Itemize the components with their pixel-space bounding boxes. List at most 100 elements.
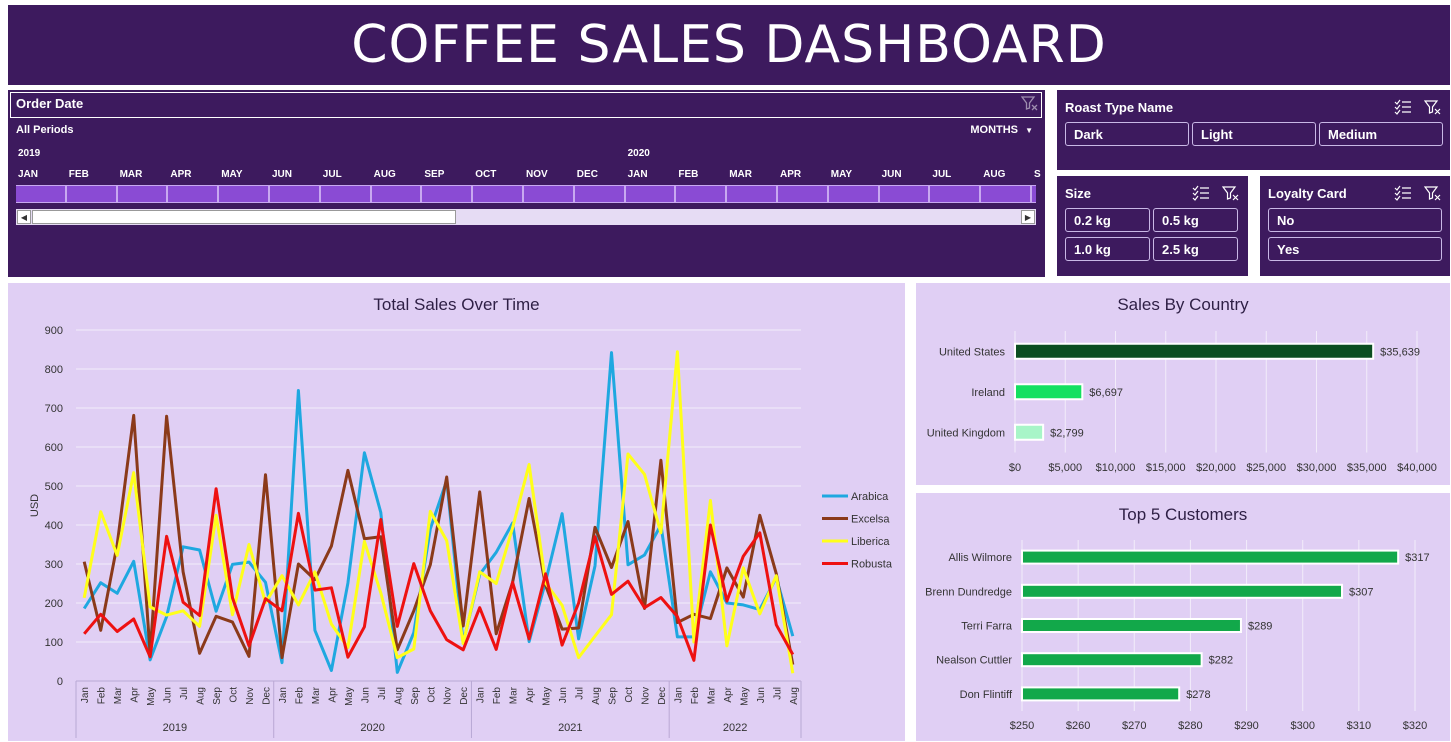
- data-label: $35,639: [1380, 346, 1420, 358]
- x-tick-label: Oct: [624, 687, 635, 703]
- x-tick-label: Dec: [657, 687, 668, 705]
- x-tick-label: $290: [1234, 720, 1258, 732]
- bar: [1014, 383, 1084, 401]
- scroll-left-icon[interactable]: ◀: [17, 210, 31, 224]
- x-tick-label: Aug: [789, 687, 800, 705]
- x-tick-label: Aug: [591, 687, 602, 705]
- size-slicer[interactable]: Size 0.2 kg 0.5 kg 1.0 kg 2.5 kg: [1057, 176, 1248, 276]
- size-item-2-5kg[interactable]: 2.5 kg: [1153, 237, 1238, 261]
- clear-filter-icon[interactable]: [1424, 185, 1442, 201]
- loyalty-item-no[interactable]: No: [1268, 208, 1442, 232]
- x-tick-label: Apr: [525, 686, 536, 702]
- timeline-cells[interactable]: [16, 185, 1036, 203]
- data-label: $278: [1186, 689, 1210, 701]
- timeline-month-cell[interactable]: [676, 185, 728, 203]
- x-tick-label: Jul: [377, 687, 388, 700]
- clear-filter-icon[interactable]: [1424, 99, 1442, 115]
- x-tick-label: $270: [1122, 720, 1146, 732]
- sales-over-time-panel: Total Sales Over Time 0 100 200 300 400 500 60…: [8, 283, 905, 741]
- scroll-right-icon[interactable]: ▶: [1021, 210, 1035, 224]
- y-tick-label: 700: [45, 403, 63, 415]
- timeline-month-cell[interactable]: [930, 185, 982, 203]
- timeline-month-cell[interactable]: [16, 185, 67, 203]
- sales-by-country-panel: Sales By Country $0 $5,000 $10,000 $15,000 $…: [916, 283, 1450, 485]
- timeline-month-cell[interactable]: [1031, 185, 1036, 203]
- timeline-month-cell[interactable]: [879, 185, 931, 203]
- series-line-liberica: [82, 350, 795, 674]
- timeline-month-label: SEP: [424, 169, 445, 180]
- timeline-month-cell[interactable]: [473, 185, 524, 203]
- loyalty-item-yes[interactable]: Yes: [1268, 237, 1442, 261]
- timeline-month-label: APR: [780, 169, 802, 180]
- x-tick-label: Mar: [509, 686, 520, 704]
- timeline-month-label: OCT: [475, 169, 497, 180]
- x-tick-label: May: [739, 687, 750, 706]
- x-tick-label: $260: [1066, 720, 1090, 732]
- bar: [1014, 342, 1375, 360]
- timeline-month-label: S: [1034, 169, 1041, 180]
- data-label: $289: [1248, 621, 1272, 633]
- series-line-excelsa: [82, 413, 795, 665]
- category-label: United Kingdom: [927, 427, 1005, 439]
- timeline-month-cell[interactable]: [625, 185, 677, 203]
- year-label: 2019: [163, 722, 187, 734]
- timeline-month-cell[interactable]: [828, 185, 880, 203]
- timeline-month-cell[interactable]: [168, 185, 220, 203]
- size-item-0-5kg[interactable]: 0.5 kg: [1153, 208, 1238, 232]
- size-item-0-2kg[interactable]: 0.2 kg: [1065, 208, 1150, 232]
- size-item-1-0kg[interactable]: 1.0 kg: [1065, 237, 1150, 261]
- bar: [1021, 652, 1203, 668]
- roast-item-light[interactable]: Light: [1192, 122, 1316, 146]
- timeline-month-cell[interactable]: [66, 185, 118, 203]
- timeline-month-cell[interactable]: [777, 185, 829, 203]
- x-tick-label: Dec: [459, 687, 470, 705]
- roast-type-slicer[interactable]: Roast Type Name Dark Light Medium: [1057, 90, 1450, 170]
- timeline-scrollbar[interactable]: ◀ ▶: [16, 209, 1036, 225]
- y-tick-label: 0: [57, 676, 63, 688]
- timeline-month-label: MAR: [119, 169, 143, 180]
- clear-filter-icon[interactable]: [1021, 95, 1039, 111]
- year-label: 2020: [360, 722, 384, 734]
- x-tick-label: Apr: [723, 686, 734, 702]
- y-tick-label: 100: [45, 637, 63, 649]
- timeline-month-label: JUN: [272, 169, 293, 180]
- y-tick-label: 300: [45, 559, 63, 571]
- multi-select-icon[interactable]: [1394, 185, 1412, 201]
- roast-item-medium[interactable]: Medium: [1319, 122, 1443, 146]
- y-tick-label: 800: [45, 364, 63, 376]
- timeline-scroll-thumb[interactable]: [32, 210, 456, 224]
- x-tick-label: Mar: [706, 686, 717, 704]
- bar: [1021, 549, 1400, 565]
- loyalty-card-slicer[interactable]: Loyalty Card No Yes: [1260, 176, 1450, 276]
- timeline-month-cell[interactable]: [981, 185, 1032, 203]
- timeline-month-cell[interactable]: [574, 185, 626, 203]
- top-customers-panel: Top 5 Customers $250 $260 $270 $280 $290 $300…: [916, 493, 1450, 741]
- timeline-month-cell[interactable]: [117, 185, 169, 203]
- x-tick-label: $25,000: [1246, 462, 1286, 474]
- data-label: $6,697: [1089, 387, 1123, 399]
- timeline-title: Order Date: [16, 96, 84, 111]
- roast-item-dark[interactable]: Dark: [1065, 122, 1189, 146]
- timeline-month-cell[interactable]: [523, 185, 575, 203]
- timeline-month-cell[interactable]: [422, 185, 474, 203]
- timeline-month-cell[interactable]: [727, 185, 778, 203]
- x-tick-label: Sep: [410, 687, 421, 705]
- order-date-timeline[interactable]: Order Date All Periods MONTHS ▼ 2019 2020…: [8, 90, 1045, 277]
- multi-select-icon[interactable]: [1394, 99, 1412, 115]
- timeline-month-cell[interactable]: [320, 185, 372, 203]
- x-tick-label: $280: [1178, 720, 1202, 732]
- timeline-level-dropdown[interactable]: MONTHS ▼: [970, 124, 1033, 136]
- multi-select-icon[interactable]: [1192, 185, 1210, 201]
- timeline-month-cell[interactable]: [371, 185, 423, 203]
- x-tick-label: Aug: [196, 687, 207, 705]
- x-tick-label: Mar: [311, 686, 322, 704]
- x-tick-label: $250: [1010, 720, 1034, 732]
- category-label: United States: [939, 346, 1006, 358]
- x-tick-label: Oct: [426, 687, 437, 703]
- customers-chart-title: Top 5 Customers: [1118, 505, 1248, 524]
- legend-label: Excelsa: [851, 514, 890, 526]
- timeline-month-cell[interactable]: [219, 185, 270, 203]
- clear-filter-icon[interactable]: [1222, 185, 1240, 201]
- timeline-month-cell[interactable]: [269, 185, 321, 203]
